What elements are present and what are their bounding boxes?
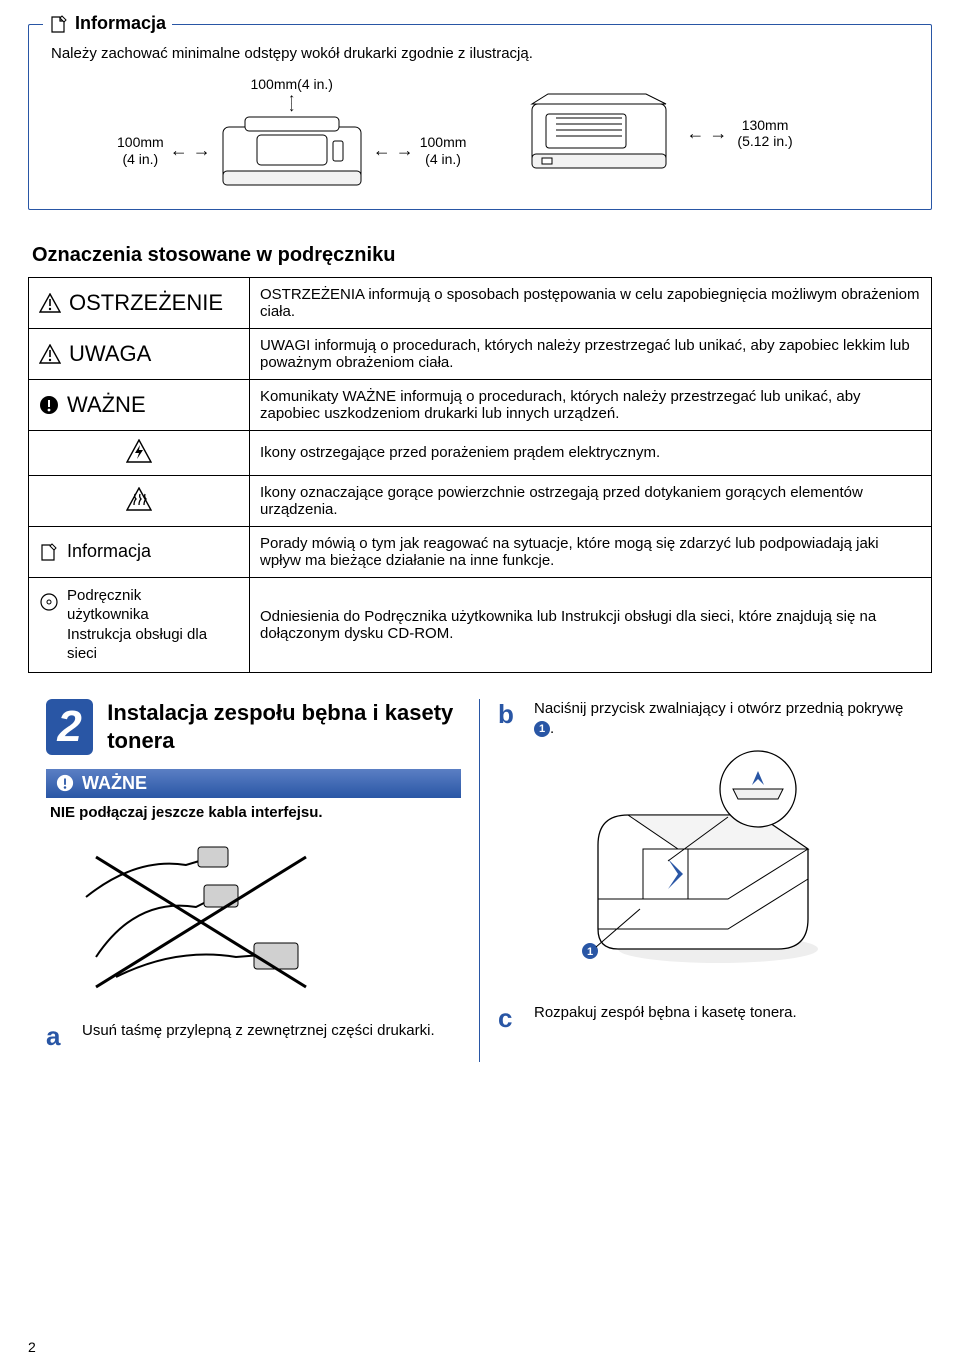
note-icon	[39, 542, 59, 562]
symbols-heading: Oznaczenia stosowane w podręczniku	[32, 244, 932, 267]
arrow-side-icon: ← →	[686, 123, 727, 144]
step-letter-a: a	[46, 1021, 68, 1052]
open-cover-illustration: 1	[528, 749, 914, 973]
info-title-text: Informacja	[75, 13, 166, 34]
table-row: UWAGA UWAGI informują o procedurach, któ…	[29, 328, 932, 379]
step-a-text: Usuń taśmę przylepną z zewnętrznej częśc…	[82, 1021, 461, 1041]
arrow-up-icon: ↑↓	[288, 94, 295, 111]
step-b: b Naciśnij przycisk zwalniający i otwórz…	[498, 699, 914, 740]
info-title: Informacja	[43, 13, 172, 34]
step-c-text: Rozpakuj zespół bębna i kasetę tonera.	[534, 1003, 914, 1023]
cd-icon	[39, 592, 59, 612]
printer-side-illustration	[526, 88, 676, 178]
caution-label: UWAGA	[69, 341, 151, 367]
cables-illustration	[76, 837, 461, 1001]
table-row: Ikony ostrzegające przed porażeniem prąd…	[29, 430, 932, 475]
hot-desc: Ikony oznaczające gorące powierzchnie os…	[250, 475, 932, 526]
electrical-hazard-icon	[126, 439, 152, 463]
table-row: WAŻNE Komunikaty WAŻNE informują o proce…	[29, 379, 932, 430]
printer-front-diagram: 100mm(4 in.) ↑↓ 100mm (4 in.) ← → ← → 10…	[117, 76, 466, 191]
step-title: Instalacja zespołu bębna i kasety tonera	[107, 699, 461, 754]
step-b-text: Naciśnij przycisk zwalniający i otwórz p…	[534, 699, 914, 740]
info-callout: Informacja Należy zachować minimalne ods…	[28, 24, 932, 210]
symbols-table: OSTRZEŻENIE OSTRZEŻENIA informują o spos…	[28, 277, 932, 673]
step-c: c Rozpakuj zespół bębna i kasetę tonera.	[498, 1003, 914, 1034]
note-label: Informacja	[67, 541, 151, 562]
svg-text:1: 1	[587, 946, 593, 958]
warning-label: OSTRZEŻENIE	[69, 290, 223, 316]
step-a: a Usuń taśmę przylepną z zewnętrznej czę…	[46, 1021, 461, 1052]
clearance-right: 100mm (4 in.)	[420, 134, 467, 168]
step-number-badge: 2	[46, 699, 93, 755]
caution-triangle-icon	[39, 344, 61, 364]
guide-desc: Odniesienia do Podręcznika użytkownika l…	[250, 577, 932, 672]
warning-triangle-icon	[39, 293, 61, 313]
arrow-right-icon: ← →	[373, 140, 414, 161]
step-b-body: Naciśnij przycisk zwalniający i otwórz p…	[534, 700, 903, 717]
arrow-left-icon: ← →	[170, 140, 211, 161]
important-banner-label: WAŻNE	[82, 773, 147, 794]
page-number: 2	[28, 1339, 36, 1355]
hot-surface-icon	[126, 487, 152, 511]
table-row: OSTRZEŻENIE OSTRZEŻENIA informują o spos…	[29, 277, 932, 328]
info-note: Należy zachować minimalne odstępy wokół …	[51, 45, 913, 62]
callout-1-badge: 1	[534, 721, 550, 737]
right-column: b Naciśnij przycisk zwalniający i otwórz…	[480, 699, 932, 1062]
table-row: Podręcznik użytkownika Instrukcja obsług…	[29, 577, 932, 672]
important-circle-icon	[39, 395, 59, 415]
clearance-left: 100mm (4 in.)	[117, 134, 164, 168]
step-columns: 2 Instalacja zespołu bębna i kasety tone…	[28, 699, 932, 1062]
important-circle-icon	[56, 774, 74, 792]
caution-desc: UWAGI informują o procedurach, których n…	[250, 328, 932, 379]
left-column: 2 Instalacja zespołu bębna i kasety tone…	[28, 699, 480, 1062]
printer-front-illustration	[217, 111, 367, 191]
step-letter-b: b	[498, 699, 520, 730]
table-row: Informacja Porady mówią o tym jak reagow…	[29, 526, 932, 577]
important-label: WAŻNE	[67, 392, 146, 418]
electrical-desc: Ikony ostrzegające przed porażeniem prąd…	[250, 430, 932, 475]
step-letter-c: c	[498, 1003, 520, 1034]
printer-side-diagram: ← → 130mm (5.12 in.)	[526, 88, 792, 178]
clearance-side: 130mm (5.12 in.)	[737, 117, 792, 151]
step-header: 2 Instalacja zespołu bębna i kasety tone…	[46, 699, 461, 755]
important-desc: Komunikaty WAŻNE informują o procedurach…	[250, 379, 932, 430]
table-row: Ikony oznaczające gorące powierzchnie os…	[29, 475, 932, 526]
important-banner: WAŻNE	[46, 769, 461, 798]
clearance-diagrams: 100mm(4 in.) ↑↓ 100mm (4 in.) ← → ← → 10…	[117, 76, 913, 191]
important-body: NIE podłączaj jeszcze kabla interfejsu.	[50, 804, 461, 821]
note-desc: Porady mówią o tym jak reagować na sytua…	[250, 526, 932, 577]
guide-label: Podręcznik użytkownika Instrukcja obsług…	[67, 586, 217, 664]
note-icon	[49, 14, 69, 34]
warning-desc: OSTRZEŻENIA informują o sposobach postęp…	[250, 277, 932, 328]
